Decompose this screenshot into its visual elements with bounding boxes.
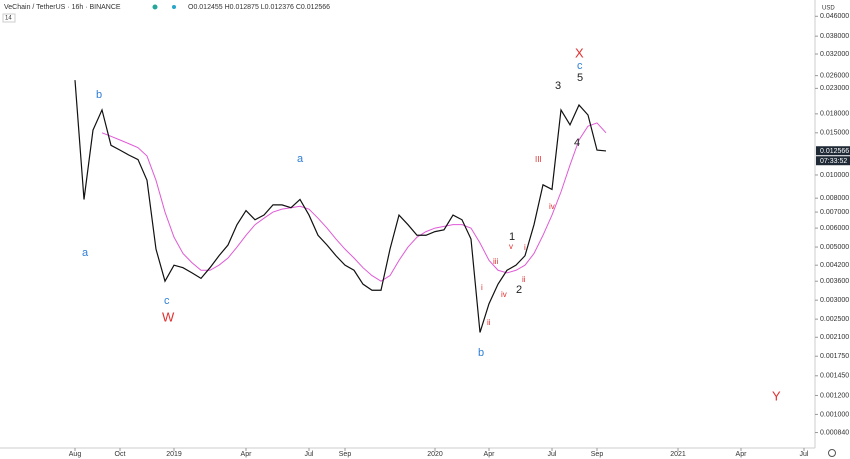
annotation: X — [575, 45, 584, 60]
y-tick-label: 0.018000 — [820, 111, 849, 118]
annotation: iv — [501, 290, 507, 299]
annotation: c — [577, 60, 583, 72]
currency-label: USD — [822, 6, 835, 12]
y-tick-label: 0.026000 — [820, 72, 849, 79]
indicator-label: 14 — [5, 16, 12, 22]
x-tick-label: Apr — [241, 451, 253, 458]
status-dot — [152, 4, 158, 10]
x-tick-label: Jul — [548, 451, 557, 458]
annotation: a — [82, 247, 89, 259]
annotation: i — [481, 283, 483, 292]
y-tick-label: 0.007000 — [820, 209, 849, 216]
y-tick-label: 0.003000 — [820, 297, 849, 304]
x-tick-label: Jul — [800, 451, 809, 458]
annotation: 3 — [555, 80, 561, 92]
settings-icon[interactable] — [828, 449, 836, 457]
annotation: i — [524, 243, 526, 252]
y-tick-label: 0.001200 — [820, 392, 849, 399]
annotation: 2 — [516, 284, 522, 296]
x-tick-label: Jul — [305, 451, 314, 458]
annotation: iii — [493, 257, 499, 266]
x-tick-label: Aug — [69, 451, 82, 458]
annotation: III — [535, 155, 542, 164]
annotation: a — [297, 153, 304, 165]
y-tick-label: 0.008000 — [820, 195, 849, 202]
annotation: W — [162, 309, 175, 324]
annotation: Y — [772, 388, 781, 403]
plot — [74, 80, 607, 333]
annotation: 1 — [509, 231, 515, 243]
x-tick-label: Sep — [591, 451, 604, 458]
status-dot — [172, 5, 176, 9]
x-tick-label: 2019 — [166, 451, 182, 458]
x-tick-label: Oct — [115, 451, 126, 458]
y-tick-label: 0.010000 — [820, 172, 849, 179]
y-tick-label: 0.038000 — [820, 33, 849, 40]
y-tick-label: 0.003600 — [820, 278, 849, 285]
y-tick-label: 0.015000 — [820, 130, 849, 137]
x-tick-label: 2021 — [670, 451, 686, 458]
countdown-label: 07:33:52 — [820, 158, 847, 165]
annotation: v — [509, 242, 513, 251]
annotation: 4 — [574, 137, 580, 149]
series-line — [74, 80, 607, 333]
y-tick-label: 0.046000 — [820, 13, 849, 20]
annotation: ii — [522, 275, 526, 284]
annotation: 5 — [577, 72, 583, 84]
y-tick-label: 0.001450 — [820, 373, 849, 380]
last-price-label: 0.012566 — [820, 148, 849, 155]
y-tick-label: 0.001750 — [820, 353, 849, 360]
y-tick-label: 0.000840 — [820, 429, 849, 436]
y-tick-label: 0.002100 — [820, 334, 849, 341]
x-tick-label: Apr — [484, 451, 496, 458]
annotation: c — [164, 295, 170, 307]
y-tick-label: 0.005000 — [820, 244, 849, 251]
y-tick-label: 0.006000 — [820, 225, 849, 232]
x-tick-label: Apr — [736, 451, 748, 458]
last-price-box — [816, 146, 850, 156]
indicator-box[interactable] — [2, 13, 16, 23]
annotation: b — [478, 347, 484, 359]
symbol-title: VeChain / TetherUS · 16h · BINANCE — [4, 4, 121, 11]
annotation: ii — [487, 318, 491, 327]
countdown-box — [816, 156, 850, 166]
y-tick-label: 0.002500 — [820, 316, 849, 323]
y-tick-label: 0.032000 — [820, 51, 849, 58]
series-line — [101, 122, 607, 282]
y-tick-label: 0.001000 — [820, 411, 849, 418]
annotation: iv — [549, 202, 555, 211]
ohlc: O0.012455 H0.012875 L0.012376 C0.012566 — [188, 4, 330, 11]
x-tick-label: Sep — [339, 451, 352, 458]
annotation: b — [96, 89, 102, 101]
x-tick-label: 2020 — [427, 451, 443, 458]
annotations: a b c W a b X c 5 3 4 1 2 III Y iii i ii… — [82, 45, 781, 403]
y-tick-label: 0.023000 — [820, 85, 849, 92]
y-tick-label: 0.004200 — [820, 262, 849, 269]
